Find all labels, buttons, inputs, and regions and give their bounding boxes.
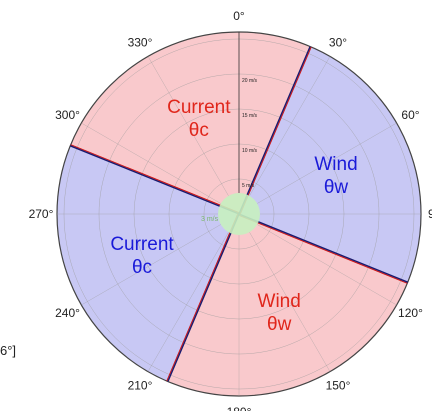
spoke-line [147,232,229,372]
boundary-line [238,213,409,283]
angle-label-180: 180° [227,405,252,411]
speed-ring-label: 10 m/s [242,148,258,154]
spoke-line [257,122,397,204]
boundary-line-red [166,213,239,382]
grid-layer [56,31,422,397]
spoke-line [249,232,331,372]
angle-label-300: 300° [55,108,80,122]
calm-zone: 3 m/s [201,193,260,235]
angle-labels: 0° 30° 60° 9 120° 150° 180° 210° 240° 270° 300° 330… [29,9,432,411]
angle-label-30: 30° [329,36,347,50]
sector-name-label: Wind [258,291,301,312]
calm-label: 3 m/s [201,216,219,223]
spoke-line [249,56,331,196]
sector-name-label: Current [167,97,231,118]
angle-label-270: 270° [29,207,54,221]
speed-labels: 5 m/s 10 m/s 15 m/s 20 m/s [242,78,258,189]
sector-current-3 [56,145,240,382]
spoke-line [147,56,229,196]
spoke-line [81,122,221,204]
sector-symbol-label: θw [267,314,292,335]
speed-ring-label: 5 m/s [242,183,255,189]
angle-label-120: 120° [398,306,423,320]
boundary-layer [69,46,409,382]
spoke-line [81,224,221,306]
spoke-line [257,224,397,306]
boundary-line-red [238,214,408,284]
sector-symbol-label: θc [132,257,152,278]
angle-label-0: 0° [233,9,245,23]
boundary-line-red [239,46,312,215]
angle-label-330: 330° [128,36,153,50]
speed-ring-label: 15 m/s [242,113,258,119]
sector-name-label: Current [110,234,174,255]
sector-symbol-label: θw [324,177,349,198]
angle-label-60: 60° [401,108,419,122]
angle-label-210: 210° [128,378,153,392]
sector-symbol-label: θc [189,120,209,141]
angle-label-150: 150° [326,378,351,392]
speed-ring-label: 20 m/s [242,78,258,84]
calm-circle [218,193,260,235]
boundary-line [167,213,240,382]
boundary-line-red [70,144,240,214]
sector-name-label: Wind [314,154,357,175]
boundary-line [238,46,311,215]
sector-wind-1 [239,46,422,283]
boundary-line [69,145,240,215]
angle-label-90: 9 [428,207,432,221]
angle-label-240: 240° [55,306,80,320]
edge-fragment-text: 6°] [0,343,16,358]
